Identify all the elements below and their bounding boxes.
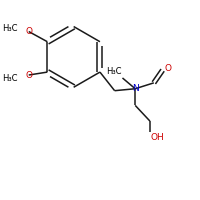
Text: H₃C: H₃C [106,67,121,76]
Text: N: N [132,84,139,93]
Text: H₃C: H₃C [2,24,18,33]
Text: O: O [164,64,171,73]
Text: OH: OH [151,133,165,142]
Text: O: O [25,27,32,36]
Text: H₃C: H₃C [2,74,18,83]
Text: O: O [25,71,32,80]
